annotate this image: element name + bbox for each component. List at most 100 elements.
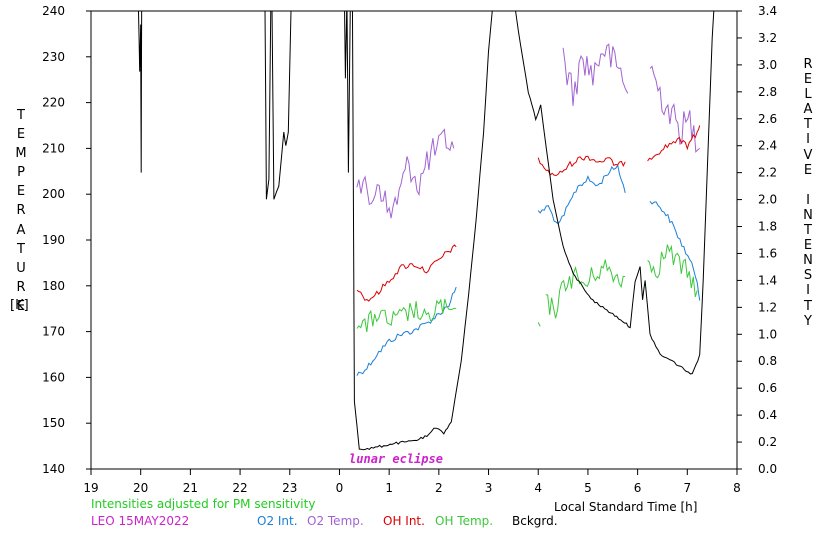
x-tick-label: 5: [584, 481, 592, 495]
axis-label-letter: Y: [804, 313, 812, 329]
axis-label-letter: N: [803, 207, 813, 223]
axis-label-letter: A: [803, 102, 813, 118]
y-right-tick-label: 1.4: [758, 273, 777, 287]
legend-bckgrd: Bckgrd.: [512, 514, 558, 528]
y-right-tick-label: 2.2: [758, 166, 777, 180]
series-line-bckgrd: [344, 11, 351, 173]
series-line-o2-temp: [649, 65, 701, 154]
axis-label-letter: R: [16, 279, 26, 295]
y-left-tick-label: 240: [42, 4, 65, 18]
series-line-oh-int: [537, 155, 626, 177]
y-right-tick-label: 0.4: [758, 408, 777, 422]
series-line-o2-int: [649, 200, 701, 301]
y-right-tick-label: 3.2: [758, 31, 777, 45]
site-date-label: LEO 15MAY2022: [91, 514, 190, 528]
x-tick-label: 21: [183, 481, 198, 495]
series-line-o2-temp: [562, 43, 629, 106]
y-left-tick-label: 180: [42, 279, 65, 293]
y-right-tick-label: 2.4: [758, 139, 777, 153]
y-right-tick-label: 1.2: [758, 300, 777, 314]
y-left-tick-label: 170: [42, 325, 65, 339]
axis-label-letter: T: [17, 108, 25, 123]
x-tick-label: 22: [232, 481, 247, 495]
axis-label-letter: P: [17, 165, 25, 181]
series-line-bckgrd: [515, 11, 715, 375]
series-line-oh-int: [356, 244, 457, 302]
axis-label-letter: E: [16, 298, 26, 314]
axis-label-letter: R: [803, 57, 813, 72]
axis-ticks: 19 20 21 22 23 0 1 2 3 4 5 6 7 8140150160170180190200…: [42, 4, 777, 495]
axis-label-letter: U: [16, 260, 26, 276]
series-line-bckgrd: [264, 11, 272, 200]
x-tick-label: 1: [385, 481, 393, 495]
axis-label-letter: [800, 178, 816, 193]
y-right-tick-label: 3.0: [758, 58, 777, 72]
series-line-o2-int: [537, 164, 626, 225]
y-left-tick-label: 160: [42, 370, 65, 384]
series-line-o2-int: [356, 286, 457, 376]
y-left-tick-label: 190: [42, 233, 65, 247]
y-right-tick-label: 0.6: [758, 381, 777, 395]
x-tick-label: 20: [133, 481, 148, 495]
x-tick-label: 4: [534, 481, 542, 495]
plot-area: 19 20 21 22 23 0 1 2 3 4 5 6 7 8140150160170180190200…: [42, 4, 777, 495]
x-tick-label: 0: [336, 481, 344, 495]
series-line-o2-temp: [356, 128, 455, 219]
x-tick-label: 19: [83, 481, 98, 495]
y-right-tick-label: 0.2: [758, 435, 777, 449]
legend-oh-int: OH Int.: [383, 514, 425, 528]
x-tick-label: 6: [634, 481, 642, 495]
y-left-tick-label: 140: [42, 462, 65, 476]
series-line-bckgrd: [351, 11, 493, 451]
y-left-tick-label: 200: [42, 187, 65, 201]
axis-label-letter: V: [803, 147, 813, 163]
axis-label-letter: M: [15, 146, 27, 162]
series-line-oh-temp: [647, 244, 698, 297]
axis-label-letter: A: [16, 222, 26, 238]
lunar-eclipse-annotation: lunar eclipse: [349, 452, 443, 466]
series-line-oh-temp: [537, 322, 541, 327]
x-tick-label: 23: [282, 481, 297, 495]
axis-label-letter: I: [806, 192, 810, 208]
axis-label-letter: S: [803, 268, 813, 284]
axis-label-letter: R: [16, 203, 26, 219]
axis-label-letter: T: [804, 223, 812, 239]
y-left-tick-label: 230: [42, 50, 65, 64]
series-line-oh-temp: [356, 298, 457, 333]
axis-label-letter: E: [803, 162, 813, 178]
axis-label-letter: E: [803, 72, 813, 88]
series-line-bckgrd: [137, 11, 143, 173]
legend-o2-temp: O2 Temp.: [307, 514, 364, 528]
x-tick-label: 7: [683, 481, 691, 495]
y-right-tick-label: 1.0: [758, 327, 777, 341]
xlabel: Local Standard Time [h]: [554, 500, 698, 514]
y-right-tick-label: 0.0: [758, 462, 777, 476]
legend-o2-int: O2 Int.: [257, 514, 298, 528]
axis-label-letter: E: [16, 184, 26, 200]
x-tick-label: 8: [733, 481, 741, 495]
y-right-tick-label: 0.8: [758, 354, 777, 368]
axis-label-letter: I: [806, 132, 810, 148]
y-right-tick-label: 1.8: [758, 220, 777, 234]
axis-label-letter: L: [804, 87, 812, 103]
y-right-tick-label: 1.6: [758, 246, 777, 260]
series-line-oh-int: [647, 125, 701, 162]
y-right-tick-label: 2.0: [758, 193, 777, 207]
axis-label-letter: T: [804, 298, 812, 314]
axis-label-letter: T: [804, 117, 812, 133]
y-right-tick-label: 2.8: [758, 85, 777, 99]
y-left-tick-label: 210: [42, 141, 65, 155]
series-line-oh-temp: [545, 259, 626, 319]
ylabel-left-unit: [K]: [10, 298, 29, 313]
axis-label-letter: I: [806, 283, 810, 299]
y-left-tick-label: 150: [42, 416, 65, 430]
y-right-tick-label: 2.6: [758, 112, 777, 126]
y-left-tick-label: 220: [42, 96, 65, 110]
axis-label-letter: T: [17, 241, 25, 257]
series-group: [137, 11, 715, 451]
axis-label-letter: E: [16, 127, 26, 143]
axis-label-letter: E: [803, 238, 813, 254]
